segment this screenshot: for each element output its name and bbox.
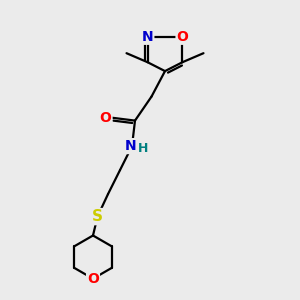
Text: H: H	[138, 142, 148, 155]
Text: N: N	[125, 139, 136, 153]
Text: O: O	[100, 111, 112, 124]
Text: O: O	[176, 30, 188, 44]
Text: S: S	[92, 209, 103, 224]
Text: O: O	[87, 272, 99, 286]
Text: N: N	[142, 30, 153, 44]
